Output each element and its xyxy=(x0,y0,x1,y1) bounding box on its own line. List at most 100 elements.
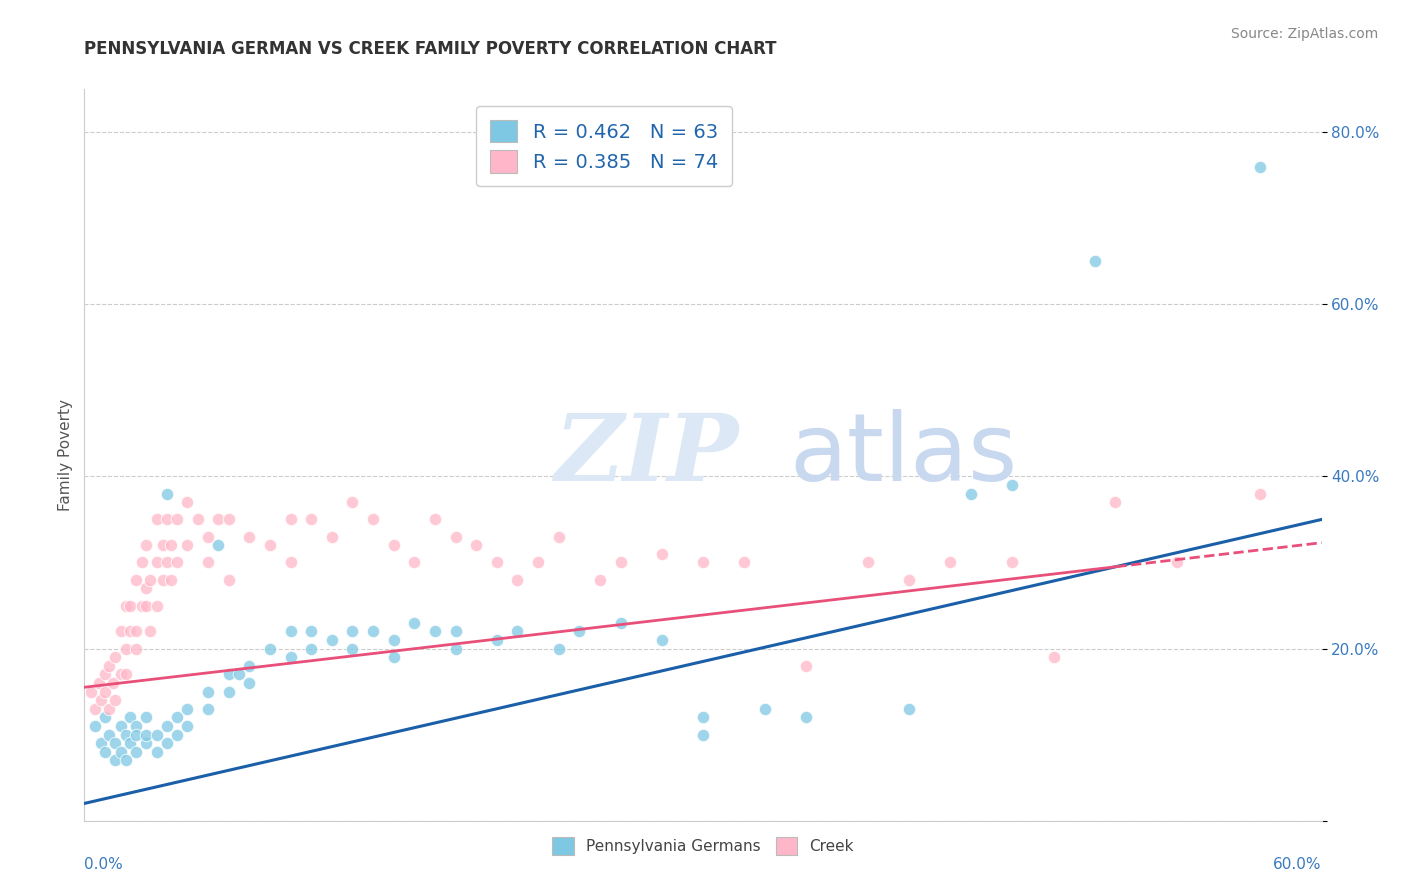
Point xyxy=(754,702,776,716)
Point xyxy=(135,538,157,552)
Point xyxy=(382,650,405,665)
Point xyxy=(939,556,962,570)
Point xyxy=(135,710,157,724)
Point xyxy=(104,736,127,750)
Point xyxy=(125,745,148,759)
Point xyxy=(94,710,117,724)
Point xyxy=(104,753,127,767)
Point xyxy=(118,599,141,613)
Point xyxy=(207,538,229,552)
Point xyxy=(692,710,714,724)
Point xyxy=(98,702,121,716)
Point xyxy=(94,684,117,698)
Point xyxy=(145,745,167,759)
Point xyxy=(166,556,188,570)
Point xyxy=(135,582,157,596)
Point xyxy=(118,736,141,750)
Point xyxy=(104,693,127,707)
Point xyxy=(692,728,714,742)
Point xyxy=(404,615,426,630)
Legend: Pennsylvania Germans, Creek: Pennsylvania Germans, Creek xyxy=(543,829,863,864)
Point xyxy=(898,702,921,716)
Point xyxy=(382,538,405,552)
Text: PENNSYLVANIA GERMAN VS CREEK FAMILY POVERTY CORRELATION CHART: PENNSYLVANIA GERMAN VS CREEK FAMILY POVE… xyxy=(84,40,778,58)
Point xyxy=(114,753,136,767)
Point xyxy=(794,658,817,673)
Point xyxy=(1249,160,1271,174)
Point xyxy=(404,556,426,570)
Point xyxy=(1084,254,1107,268)
Point xyxy=(218,667,240,681)
Point xyxy=(568,624,591,639)
Point xyxy=(1042,650,1064,665)
Point xyxy=(79,684,101,698)
Point xyxy=(87,676,110,690)
Point xyxy=(135,736,157,750)
Point xyxy=(465,538,488,552)
Point xyxy=(118,710,141,724)
Point xyxy=(110,719,132,733)
Point xyxy=(382,632,405,647)
Point xyxy=(197,684,219,698)
Point xyxy=(166,710,188,724)
Point xyxy=(423,624,446,639)
Point xyxy=(176,719,198,733)
Point xyxy=(135,728,157,742)
Point xyxy=(259,538,281,552)
Point xyxy=(90,693,112,707)
Point xyxy=(152,538,174,552)
Text: ZIP: ZIP xyxy=(554,410,738,500)
Point xyxy=(1104,495,1126,509)
Point xyxy=(218,512,240,526)
Point xyxy=(114,728,136,742)
Point xyxy=(259,641,281,656)
Point xyxy=(321,530,343,544)
Point xyxy=(609,556,631,570)
Point xyxy=(125,641,148,656)
Point xyxy=(651,632,673,647)
Text: 0.0%: 0.0% xyxy=(84,857,124,872)
Point xyxy=(342,641,364,656)
Point xyxy=(197,530,219,544)
Point xyxy=(145,728,167,742)
Point xyxy=(238,658,260,673)
Point xyxy=(609,615,631,630)
Point xyxy=(1001,478,1024,492)
Point xyxy=(299,641,322,656)
Point xyxy=(187,512,209,526)
Point xyxy=(733,556,755,570)
Point xyxy=(160,538,183,552)
Point xyxy=(131,556,153,570)
Point xyxy=(342,624,364,639)
Point xyxy=(361,624,384,639)
Point xyxy=(114,599,136,613)
Point xyxy=(110,745,132,759)
Point xyxy=(176,495,198,509)
Point xyxy=(166,512,188,526)
Point xyxy=(207,512,229,526)
Point xyxy=(160,573,183,587)
Point xyxy=(280,650,302,665)
Point xyxy=(238,530,260,544)
Point xyxy=(280,556,302,570)
Point xyxy=(110,667,132,681)
Point xyxy=(156,736,179,750)
Point xyxy=(321,632,343,647)
Point xyxy=(156,486,179,500)
Point xyxy=(444,641,467,656)
Text: 60.0%: 60.0% xyxy=(1274,857,1322,872)
Point xyxy=(156,719,179,733)
Point xyxy=(94,667,117,681)
Point xyxy=(90,736,112,750)
Point xyxy=(444,530,467,544)
Point xyxy=(651,547,673,561)
Point xyxy=(98,728,121,742)
Point xyxy=(83,719,105,733)
Point xyxy=(238,676,260,690)
Point xyxy=(156,556,179,570)
Point xyxy=(145,512,167,526)
Point xyxy=(98,658,121,673)
Point xyxy=(444,624,467,639)
Point xyxy=(280,512,302,526)
Point xyxy=(83,702,105,716)
